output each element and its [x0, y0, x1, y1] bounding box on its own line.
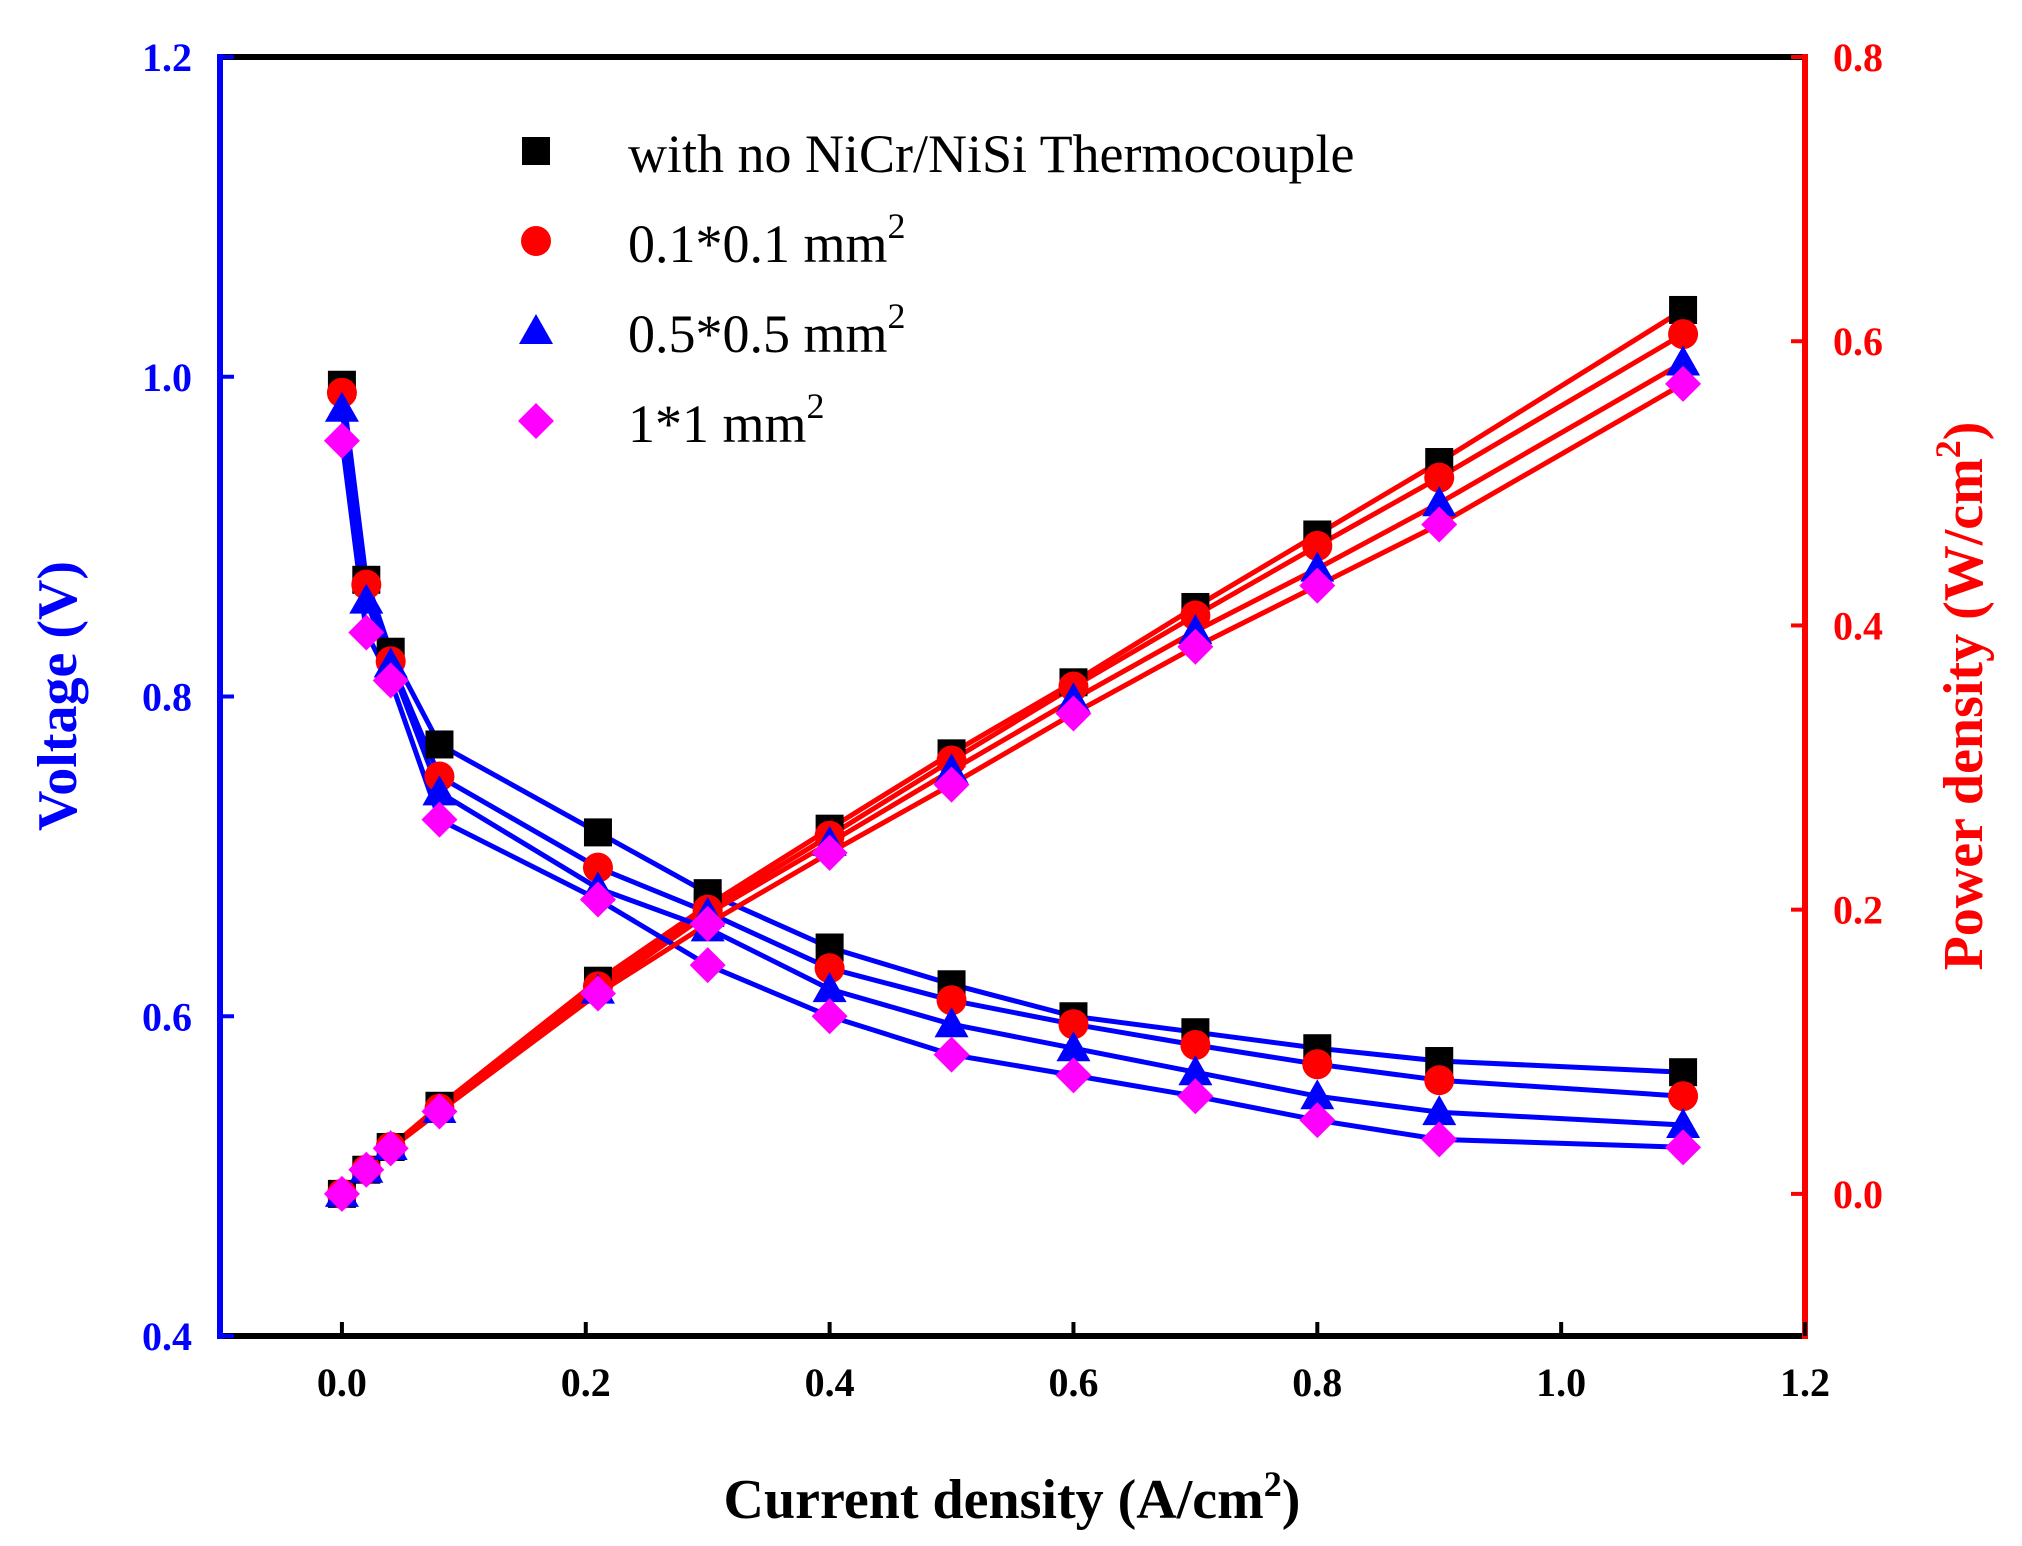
voltage-point-triangle — [324, 391, 359, 422]
voltage-point-diamond — [1177, 1078, 1214, 1115]
legend-marker-square — [522, 137, 550, 165]
power-point-triangle — [1300, 551, 1335, 582]
voltage-point-diamond — [372, 662, 409, 699]
right-y-tick-label: 0.2 — [1833, 888, 1883, 933]
voltage-point-triangle — [1178, 1055, 1213, 1086]
voltage-point-diamond — [1299, 1102, 1336, 1139]
power-point-circle — [1302, 530, 1333, 561]
x-tick-label: 1.0 — [1536, 1360, 1586, 1405]
voltage-point-diamond — [1421, 1121, 1458, 1158]
x-tick-label: 0.0 — [317, 1360, 367, 1405]
power-point-circle — [1424, 462, 1455, 493]
voltage-point-diamond — [933, 1036, 970, 1073]
power-point-diamond — [1665, 365, 1702, 402]
left-y-tick-label: 0.6 — [142, 994, 192, 1039]
axis-ticks: 0.0 0.2 0.4 0.6 0.8 1.0 1.2 0.4 0.6 0.8 1.0 1.2 0.0 0… — [142, 35, 1883, 1405]
voltage-point-circle — [1424, 1065, 1455, 1096]
left-y-tick-label: 1.2 — [142, 35, 192, 80]
right-y-tick-label: 0.6 — [1833, 319, 1883, 364]
legend: with no NiCr/NiSi Thermocouple 0.1*0.1 mm… — [518, 124, 1354, 454]
power-point-diamond — [811, 834, 848, 871]
left-y-tick-label: 0.4 — [142, 1314, 192, 1359]
voltage-point-triangle — [812, 972, 847, 1003]
right-y-tick-label: 0.8 — [1833, 35, 1883, 80]
voltage-point-triangle — [1666, 1107, 1701, 1138]
right-axis-title: Power density (W/cm2) — [1928, 422, 1995, 971]
voltage-point-triangle — [1422, 1095, 1457, 1126]
voltage-point-triangle — [934, 1007, 969, 1038]
voltage-point-square — [425, 730, 454, 759]
voltage-point-circle — [1668, 1081, 1699, 1112]
left-axis-title: Voltage (V) — [27, 561, 89, 831]
power-point-triangle — [1666, 345, 1701, 376]
voltage-point-diamond — [1665, 1129, 1702, 1166]
voltage-point-diamond — [579, 881, 616, 918]
voltage-point-diamond — [689, 947, 726, 984]
voltage-point-diamond — [811, 998, 848, 1035]
x-tick-label: 0.4 — [805, 1360, 855, 1405]
x-tick-label: 0.6 — [1048, 1360, 1098, 1405]
voltage-point-diamond — [421, 801, 458, 838]
legend-label-square: with no NiCr/NiSi Thermocouple — [628, 124, 1354, 184]
legend-marker-circle — [521, 226, 551, 256]
power-point-diamond — [1421, 506, 1458, 543]
x-tick-label: 0.2 — [561, 1360, 611, 1405]
voltage-point-circle — [1302, 1049, 1333, 1080]
left-y-tick-label: 1.0 — [142, 355, 192, 400]
power-point-triangle — [1422, 486, 1457, 517]
right-y-tick-label: 0.4 — [1833, 603, 1883, 648]
right-y-tick-label: 0.0 — [1833, 1172, 1883, 1217]
voltage-point-triangle — [422, 775, 457, 806]
voltage-point-circle — [1180, 1030, 1211, 1061]
legend-label-circle: 0.1*0.1 mm2 — [628, 206, 906, 274]
power-point-diamond — [1055, 695, 1092, 732]
x-tick-label: 1.2 — [1780, 1360, 1830, 1405]
voltage-point-triangle — [1056, 1031, 1091, 1062]
x-axis-title: Current density (A/cm2) — [724, 1464, 1301, 1531]
power-point-diamond — [1299, 567, 1336, 604]
power-point-circle — [1668, 319, 1699, 350]
x-tick-label: 0.8 — [1292, 1360, 1342, 1405]
voltage-point-circle — [814, 953, 845, 984]
legend-marker-triangle — [519, 314, 553, 344]
power-point-diamond — [348, 1151, 385, 1188]
voltage-point-circle — [936, 985, 967, 1016]
voltage-point-triangle — [349, 583, 384, 614]
power-point-diamond — [372, 1130, 409, 1167]
voltage-point-square — [583, 818, 612, 847]
voltage-point-diamond — [1055, 1057, 1092, 1094]
voltage-point-diamond — [348, 614, 385, 651]
series-markers — [323, 295, 1702, 1212]
power-point-diamond — [323, 1175, 360, 1212]
power-point-diamond — [689, 905, 726, 942]
voltage-point-circle — [582, 852, 613, 883]
voltage-point-circle — [1058, 1009, 1089, 1040]
power-point-diamond — [933, 766, 970, 803]
power-point-diamond — [1177, 628, 1214, 665]
voltage-point-triangle — [1300, 1079, 1335, 1110]
power-point-diamond — [579, 975, 616, 1012]
legend-marker-diamond — [518, 403, 554, 439]
legend-label-diamond: 1*1 mm2 — [628, 386, 825, 454]
left-y-tick-label: 0.8 — [142, 675, 192, 720]
voltage-point-diamond — [323, 422, 360, 459]
legend-label-triangle: 0.5*0.5 mm2 — [628, 296, 906, 364]
power-point-diamond — [421, 1093, 458, 1130]
